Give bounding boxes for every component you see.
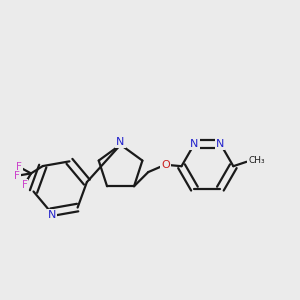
Text: N: N xyxy=(190,139,199,149)
Text: N: N xyxy=(216,139,225,149)
Text: F: F xyxy=(14,171,20,181)
Text: F: F xyxy=(22,180,28,190)
Text: O: O xyxy=(161,160,170,170)
Text: F: F xyxy=(16,162,22,172)
Text: CH₃: CH₃ xyxy=(248,156,265,165)
Text: N: N xyxy=(116,137,125,147)
Text: N: N xyxy=(48,210,57,220)
